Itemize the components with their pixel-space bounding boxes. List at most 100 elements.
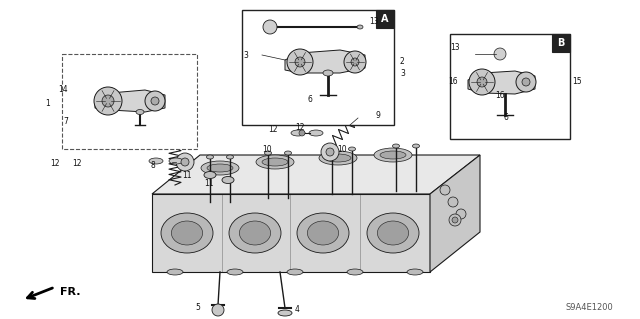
Ellipse shape <box>227 155 234 159</box>
Ellipse shape <box>309 130 323 136</box>
Text: 16: 16 <box>449 78 458 86</box>
Circle shape <box>469 69 495 95</box>
Bar <box>376 10 394 28</box>
Text: 2: 2 <box>400 57 404 66</box>
Ellipse shape <box>287 269 303 275</box>
Ellipse shape <box>392 144 399 148</box>
Polygon shape <box>152 194 430 272</box>
Ellipse shape <box>204 172 216 179</box>
Ellipse shape <box>169 158 183 164</box>
Text: 9: 9 <box>375 112 380 121</box>
Ellipse shape <box>307 221 339 245</box>
Circle shape <box>145 91 165 111</box>
Text: B: B <box>557 38 564 48</box>
Circle shape <box>449 214 461 226</box>
Text: 16: 16 <box>495 91 505 100</box>
Ellipse shape <box>161 213 213 253</box>
Ellipse shape <box>262 158 288 166</box>
Circle shape <box>176 153 194 171</box>
Circle shape <box>102 95 114 107</box>
Polygon shape <box>95 90 165 112</box>
Text: 6: 6 <box>307 95 312 105</box>
Ellipse shape <box>323 70 333 76</box>
Text: 10: 10 <box>262 145 272 154</box>
Text: 12: 12 <box>72 159 82 167</box>
Polygon shape <box>430 155 480 272</box>
Circle shape <box>263 20 277 34</box>
Ellipse shape <box>239 221 271 245</box>
Ellipse shape <box>136 109 144 115</box>
Ellipse shape <box>328 147 335 151</box>
Polygon shape <box>285 50 365 73</box>
Text: FR.: FR. <box>60 287 81 297</box>
Text: 15: 15 <box>572 78 582 86</box>
Text: 8: 8 <box>150 160 155 169</box>
Circle shape <box>351 58 359 66</box>
Text: A: A <box>381 14 388 24</box>
Ellipse shape <box>325 154 351 162</box>
Ellipse shape <box>374 148 412 162</box>
Circle shape <box>287 49 313 75</box>
Text: 14: 14 <box>58 85 68 94</box>
Ellipse shape <box>357 25 363 29</box>
Ellipse shape <box>297 213 349 253</box>
Ellipse shape <box>407 269 423 275</box>
Circle shape <box>321 143 339 161</box>
Circle shape <box>456 209 466 219</box>
Ellipse shape <box>278 310 292 316</box>
Ellipse shape <box>349 147 355 151</box>
Text: 12: 12 <box>51 159 60 167</box>
Ellipse shape <box>149 158 163 164</box>
Circle shape <box>344 51 366 73</box>
Circle shape <box>94 87 122 115</box>
Ellipse shape <box>285 151 291 155</box>
Ellipse shape <box>380 151 406 159</box>
Bar <box>552 34 570 52</box>
Circle shape <box>299 130 305 136</box>
Text: 1: 1 <box>45 99 50 108</box>
Circle shape <box>181 158 189 166</box>
Text: 3: 3 <box>400 69 405 78</box>
Bar <box>62 54 197 149</box>
Circle shape <box>151 97 159 105</box>
Text: 12: 12 <box>269 125 278 135</box>
Circle shape <box>326 148 334 156</box>
Ellipse shape <box>227 269 243 275</box>
Ellipse shape <box>167 269 183 275</box>
Ellipse shape <box>378 221 408 245</box>
Bar <box>450 34 570 139</box>
Text: 7: 7 <box>63 116 68 125</box>
Text: 11: 11 <box>182 170 192 180</box>
Text: 4: 4 <box>295 306 300 315</box>
Text: 3: 3 <box>243 50 248 60</box>
Text: 10: 10 <box>337 145 347 154</box>
Ellipse shape <box>172 221 203 245</box>
Ellipse shape <box>264 151 271 155</box>
Text: S9A4E1200: S9A4E1200 <box>565 303 612 313</box>
Ellipse shape <box>291 130 305 136</box>
Text: 6: 6 <box>503 114 508 122</box>
Ellipse shape <box>413 144 419 148</box>
Bar <box>242 10 394 125</box>
Ellipse shape <box>207 164 233 172</box>
Circle shape <box>516 72 536 92</box>
Ellipse shape <box>367 213 419 253</box>
Ellipse shape <box>256 155 294 169</box>
Text: 13: 13 <box>451 43 460 53</box>
Circle shape <box>452 217 458 223</box>
Text: 5: 5 <box>195 303 200 313</box>
Circle shape <box>212 304 224 316</box>
Ellipse shape <box>222 176 234 183</box>
Ellipse shape <box>347 269 363 275</box>
Circle shape <box>477 77 487 87</box>
Ellipse shape <box>319 151 357 165</box>
Ellipse shape <box>229 213 281 253</box>
Circle shape <box>295 57 305 67</box>
Circle shape <box>440 185 450 195</box>
Circle shape <box>448 197 458 207</box>
Polygon shape <box>468 71 535 94</box>
Text: 11: 11 <box>205 179 214 188</box>
Text: 13: 13 <box>369 18 379 26</box>
Circle shape <box>522 78 530 86</box>
Circle shape <box>494 48 506 60</box>
